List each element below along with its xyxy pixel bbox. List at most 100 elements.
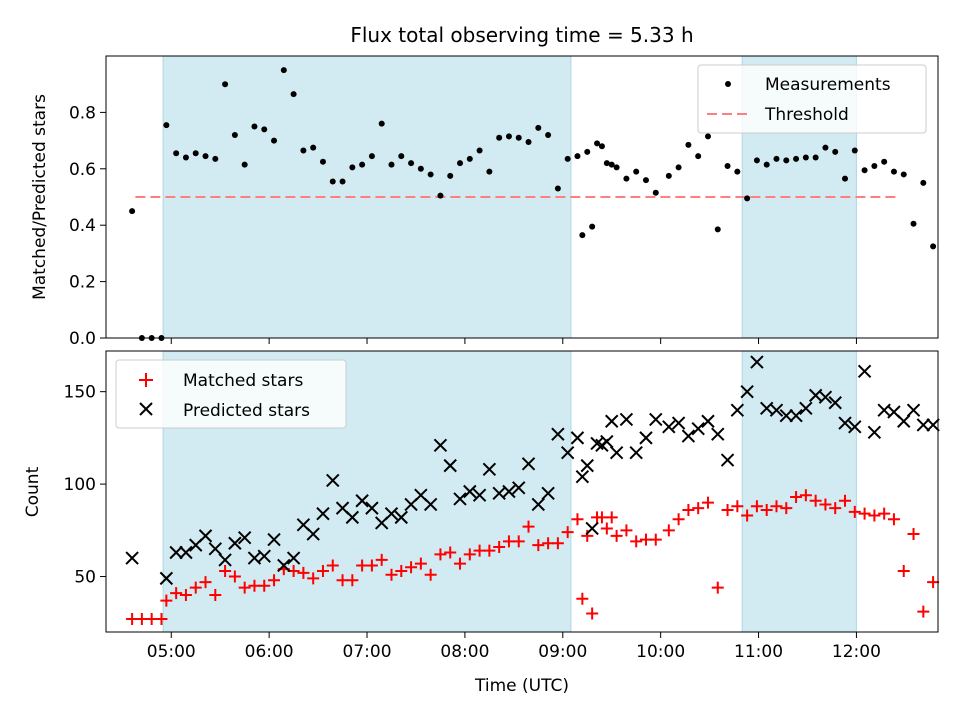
predicted-stars-point [828, 396, 842, 410]
measurement-point [832, 148, 839, 155]
measurement-point [378, 120, 385, 127]
measurement-point [842, 175, 849, 182]
matched-stars-point [258, 579, 271, 592]
predicted-stars-point [575, 470, 590, 484]
predicted-stars-point [198, 529, 213, 543]
matched-stars-point [711, 581, 724, 594]
measurement-point [584, 148, 591, 155]
measurement-point [763, 161, 770, 168]
predicted-stars-point [671, 416, 686, 430]
matched-stars-point [581, 529, 594, 542]
matched-stars-point [346, 574, 359, 587]
measurement-point [417, 165, 424, 172]
predicted-stars-point [848, 420, 862, 434]
predicted-stars-point [433, 438, 448, 452]
matched-stars-point [189, 581, 202, 594]
matched-stars-point [179, 589, 192, 602]
measurement-point [457, 160, 464, 167]
matched-stars-point [848, 505, 861, 518]
legend-measurements-label: Measurements [765, 75, 891, 95]
matched-stars-point [238, 581, 251, 594]
matched-stars-point [532, 539, 545, 552]
matched-stars-point [434, 548, 447, 561]
measurement-point [890, 168, 897, 175]
top-y-axis-label: Matched/Predicted stars [30, 94, 50, 300]
measurement-point [339, 178, 346, 185]
matched-stars-point [649, 533, 662, 546]
measurement-point [359, 161, 366, 168]
predicted-stars-point [570, 431, 585, 445]
measurement-point [608, 161, 615, 168]
measurement-point [300, 147, 307, 154]
matched-stars-point [605, 511, 618, 524]
top-data-points [129, 67, 937, 341]
measurement-point [271, 137, 278, 144]
measurement-point [505, 133, 512, 140]
x-tick-label: 10:00 [636, 642, 685, 662]
predicted-stars-point [345, 510, 360, 525]
measurement-point [349, 164, 356, 171]
matched-stars-point [672, 513, 685, 526]
measurement-point [554, 185, 561, 192]
matched-stars-point [780, 502, 793, 515]
predicted-stars-point [257, 549, 271, 563]
matched-stars-point [799, 489, 812, 502]
predicted-stars-point [605, 414, 619, 428]
matched-stars-point [483, 544, 496, 557]
measurement-point [633, 168, 640, 175]
predicted-stars-point [316, 506, 330, 521]
predicted-stars-point [740, 384, 754, 399]
measurement-point [290, 91, 297, 98]
bottom-axes-frame [105, 350, 939, 633]
bottom-legend: Matched stars Predicted stars [115, 359, 347, 429]
matched-stars-point [819, 498, 832, 511]
predicted-stars-point [267, 532, 281, 547]
y-tick-label: 0.0 [69, 329, 96, 349]
top-axes-frame [105, 55, 939, 339]
measurement-point [129, 208, 136, 215]
predicted-stars-point [277, 558, 291, 573]
predicted-stars-point [326, 473, 340, 488]
measurement-point [231, 131, 238, 138]
top-panel: 0.00.20.40.60.8 Matched/Predicted stars … [30, 55, 939, 349]
x-tick-label: 11:00 [734, 642, 783, 662]
bottom-y-ticks: 50 100 150 [64, 383, 106, 588]
measurement-point [388, 161, 395, 168]
y-tick-label: 0.2 [69, 273, 96, 293]
matched-stars-point [326, 559, 339, 572]
legend-measurements-marker [725, 81, 731, 87]
measurement-point [920, 179, 927, 186]
chart-title: Flux total observing time = 5.33 h [350, 23, 693, 47]
measurement-point [515, 134, 522, 141]
matched-stars-point [662, 524, 675, 537]
x-tick-label: 06:00 [245, 642, 294, 662]
matched-stars-point [858, 507, 871, 520]
measurement-point [652, 189, 659, 196]
measurement-point [319, 158, 326, 165]
predicted-stars-point [394, 510, 408, 525]
matched-stars-point [209, 589, 222, 602]
matched-stars-point [868, 509, 881, 522]
matched-stars-point [512, 535, 525, 548]
measurement-point [675, 164, 682, 171]
matched-stars-point [917, 605, 930, 618]
predicted-stars-point [681, 429, 696, 443]
predicted-stars-point [237, 531, 252, 545]
measurement-point [812, 154, 819, 161]
measurement-point [589, 223, 596, 230]
measurement-point [280, 67, 287, 74]
y-tick-label: 50 [74, 568, 96, 588]
matched-stars-point [682, 503, 695, 516]
predicted-stars-point [423, 497, 438, 512]
predicted-stars-point [531, 497, 546, 512]
measurement-point [724, 162, 731, 169]
predicted-stars-point [365, 501, 379, 515]
predicted-stars-point [384, 506, 399, 521]
measurement-point [310, 144, 317, 151]
matched-stars-point [493, 540, 506, 553]
predicted-stars-point [541, 486, 555, 501]
predicted-stars-point [580, 458, 594, 473]
measurement-point [881, 158, 888, 165]
measurement-point [251, 123, 258, 130]
measurement-point [704, 133, 711, 140]
